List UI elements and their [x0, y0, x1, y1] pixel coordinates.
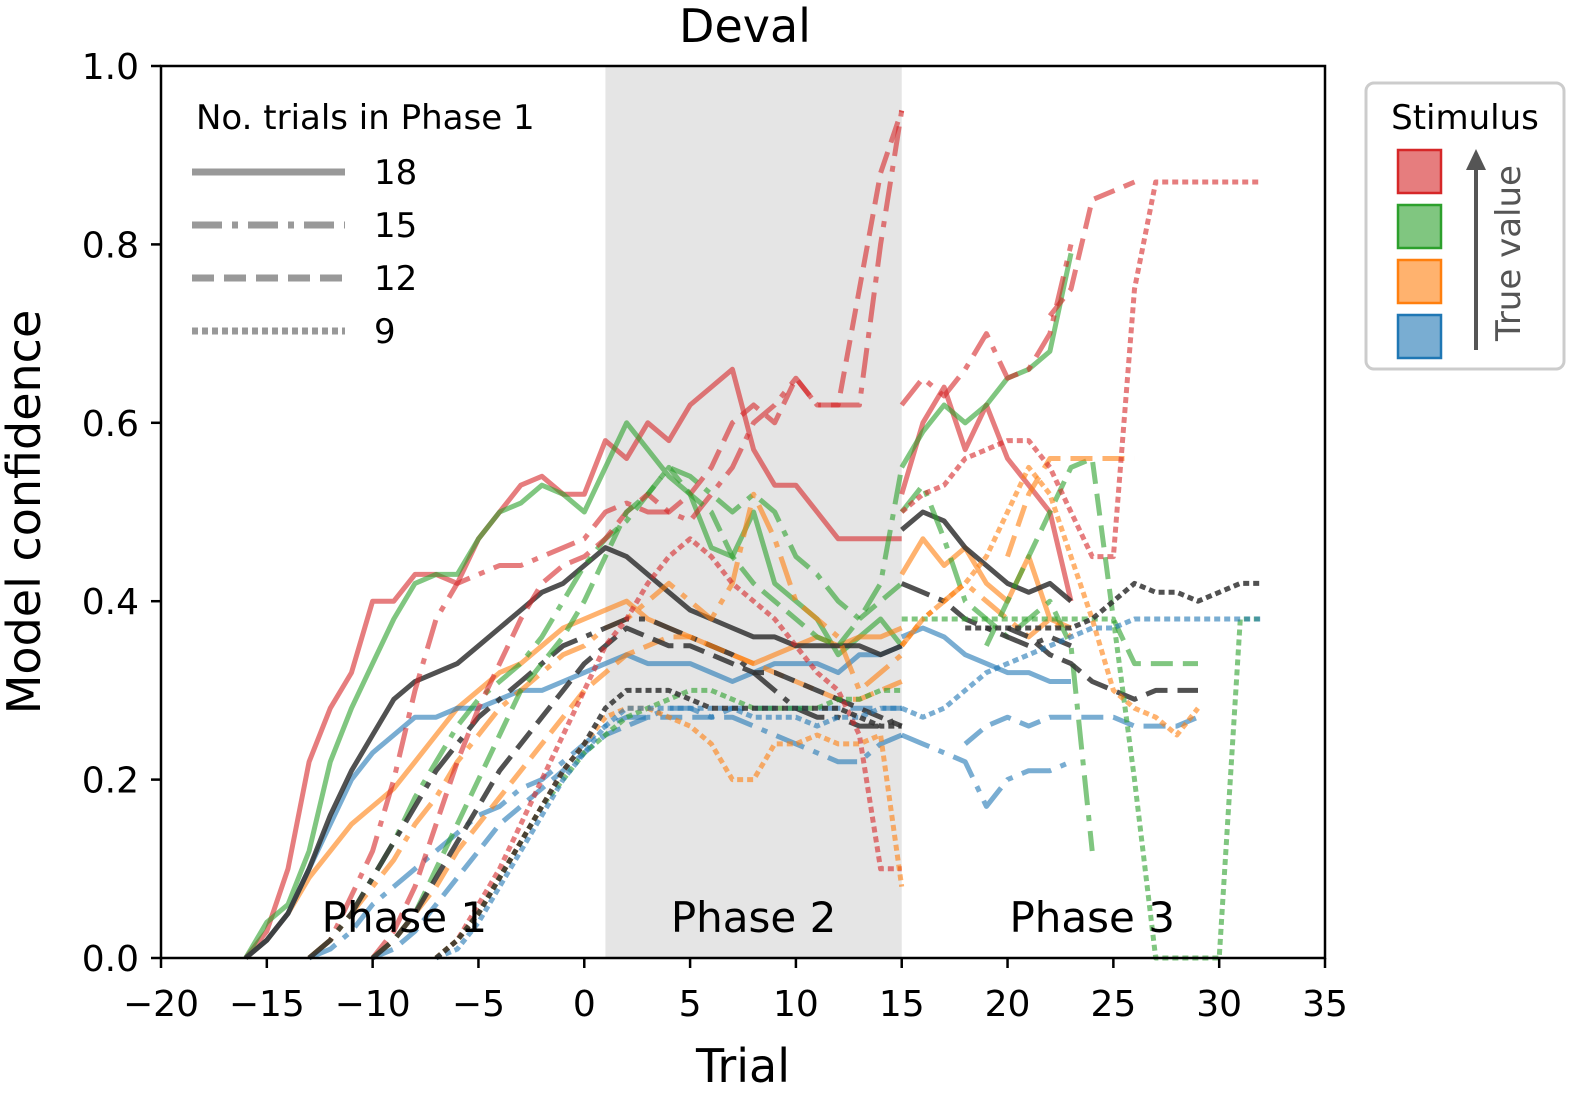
legend-stimulus: Stimulus True value: [1364, 81, 1566, 371]
series-line-dashdot-13: [899, 482, 1095, 852]
phase-label-1: Phase 1: [322, 893, 487, 942]
y-tick-label: 0.2: [82, 761, 139, 802]
legend-trials-label-18: 18: [374, 153, 417, 193]
series-line-dashed-23: [984, 456, 1198, 667]
y-tick-label: 0.8: [82, 225, 139, 266]
x-tick-label: 30: [1196, 984, 1242, 1025]
series-line-solid-5: [899, 536, 1072, 631]
legend-stimulus-title: Stimulus: [1391, 98, 1539, 138]
series-line-dashdot-11: [899, 243, 1074, 407]
series-line-solid-6: [244, 643, 903, 960]
series-line-dashed-26: [371, 705, 902, 961]
x-tick-label: 20: [985, 984, 1031, 1025]
series-lines: [243, 109, 1262, 961]
legend-trials-label-15: 15: [374, 206, 417, 246]
series-line-solid-9: [900, 509, 1073, 604]
x-tick-label: −5: [452, 984, 505, 1025]
series-line-dashed-24: [370, 634, 903, 960]
series-line-dotted-35: [899, 464, 1200, 738]
x-tick-label: 10: [773, 984, 819, 1025]
x-tick-label: −10: [335, 984, 411, 1025]
y-tick-label: 1.0: [82, 47, 139, 88]
x-tick-label: 0: [573, 984, 596, 1025]
series-line-solid-7: [900, 625, 1071, 684]
series-line-dashdot-18: [307, 616, 903, 960]
x-tick-label: 25: [1090, 984, 1136, 1025]
chart-title: Deval: [679, 0, 811, 53]
y-tick-label: 0.0: [82, 939, 139, 980]
series-line-dashed-20: [370, 109, 905, 960]
x-tick-label: −20: [123, 984, 199, 1025]
legend-trials-title: No. trials in Phase 1: [196, 98, 535, 138]
series-line-dotted-37: [900, 616, 1262, 720]
true-value-arrow-head: [1466, 149, 1486, 170]
x-axis-label: Trial: [695, 1039, 790, 1093]
legend-stimulus-swatch: [1396, 203, 1443, 250]
series-line-dashed-25: [1005, 456, 1135, 558]
true-value-label: True value: [1489, 165, 1529, 342]
series-line-dotted-31: [900, 179, 1262, 560]
series-line-dashdot-17: [900, 732, 1072, 809]
legend-stimulus-swatch: [1396, 258, 1443, 305]
legend-trials: No. trials in Phase 1 18 15 12 9: [192, 98, 535, 352]
series-line-dotted-30: [434, 536, 902, 960]
series-line-solid-3: [899, 252, 1074, 469]
series-line-dashed-29: [1006, 625, 1198, 702]
x-tick-label: 35: [1302, 984, 1348, 1025]
y-tick-label: 0.6: [82, 404, 139, 445]
labels: Deval Trial Model confidence: [0, 0, 811, 1093]
series-line-dashed-28: [370, 625, 903, 960]
axes: −20 −15 −10 −5 0 5 10 15 20 25 30 35 0.0 0.2 0.4 0.6 0.8…: [82, 47, 1348, 1025]
legend-trials-label-9: 9: [374, 312, 396, 352]
series-line-dotted-36: [435, 705, 902, 961]
legend-stimulus-swatch: [1396, 313, 1443, 360]
phase-label-2: Phase 2: [671, 893, 836, 942]
plot-frame: [159, 64, 1327, 960]
phase-label-3: Phase 3: [1009, 893, 1174, 942]
y-axis-label: Model confidence: [0, 310, 51, 715]
series-line-solid-0: [243, 366, 902, 960]
x-tick-label: −15: [229, 984, 305, 1025]
series-line-dashed-22: [370, 464, 904, 960]
legend-stimulus-swatch: [1396, 148, 1443, 195]
series-line-dashed-27: [963, 714, 1199, 746]
x-tick-label: 15: [879, 984, 925, 1025]
x-tick-label: 5: [679, 984, 702, 1025]
legend-trials-label-12: 12: [374, 259, 417, 299]
phase-labels: Phase 1 Phase 2 Phase 3: [322, 893, 1175, 942]
y-tick-label: 0.4: [82, 582, 139, 623]
series-line-dotted-38: [434, 687, 902, 960]
